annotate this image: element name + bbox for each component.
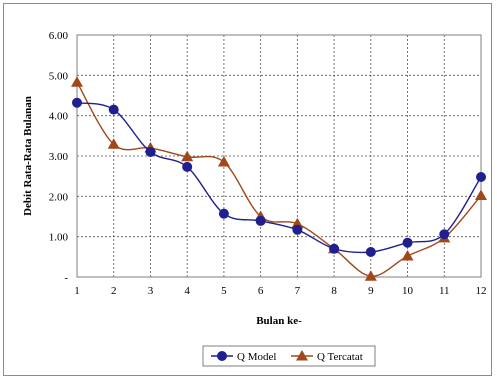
x-tick-label: 11 bbox=[439, 285, 450, 297]
y-axis-ticks: - 1.00 2.00 3.00 4.00 5.00 6.00 bbox=[49, 30, 69, 284]
data-point-circle bbox=[439, 229, 450, 240]
data-point-triangle bbox=[364, 270, 377, 281]
data-point-triangle bbox=[401, 250, 414, 261]
legend-label: Q Model bbox=[237, 351, 276, 363]
x-tick-label: 12 bbox=[476, 285, 487, 297]
data-point-circle bbox=[329, 243, 340, 254]
data-point-triangle bbox=[291, 217, 304, 229]
x-tick-label: 1 bbox=[74, 285, 80, 297]
legend-circle-marker bbox=[217, 351, 227, 361]
plot-area bbox=[76, 34, 482, 278]
y-tick-label: 4.00 bbox=[49, 111, 69, 123]
data-point-triangle bbox=[71, 76, 83, 87]
x-tick-label: 10 bbox=[402, 285, 414, 297]
data-point-triangle bbox=[217, 156, 230, 167]
series-layer bbox=[71, 76, 487, 281]
x-tick-label: 2 bbox=[111, 285, 117, 297]
y-tick-label: 2.00 bbox=[49, 191, 69, 203]
y-tick-label: 6.00 bbox=[49, 30, 69, 42]
legend-item: Q Model bbox=[211, 351, 276, 363]
x-tick-label: 8 bbox=[331, 285, 337, 297]
legend-triangle-marker bbox=[296, 350, 308, 361]
y-tick-label: 5.00 bbox=[49, 70, 69, 82]
data-point-circle bbox=[218, 208, 229, 219]
legend-box bbox=[202, 345, 376, 367]
x-tick-label: 9 bbox=[368, 285, 374, 297]
legend-label: Q Tercatat bbox=[317, 351, 363, 363]
y-tick-label: 3.00 bbox=[49, 151, 69, 163]
data-point-circle bbox=[145, 146, 156, 157]
x-tick-label: 7 bbox=[295, 285, 301, 297]
series-line bbox=[76, 102, 482, 254]
grid-lines bbox=[77, 35, 481, 277]
x-tick-label: 4 bbox=[184, 285, 190, 297]
data-point-circle bbox=[292, 224, 303, 235]
x-axis-ticks: 1 2 3 4 5 6 7 8 9 10 11 12 bbox=[74, 285, 486, 297]
data-point-circle bbox=[182, 161, 193, 172]
data-point-circle bbox=[365, 246, 376, 257]
chart-frame bbox=[3, 3, 492, 376]
data-point-circle bbox=[402, 237, 413, 248]
y-axis-label: Debit Rata-Rata Bulanan bbox=[22, 96, 34, 216]
data-point-circle bbox=[72, 97, 82, 108]
data-point-circle bbox=[255, 215, 266, 226]
data-point-triangle bbox=[181, 150, 194, 162]
data-point-circle bbox=[108, 104, 119, 115]
x-tick-label: 5 bbox=[221, 285, 227, 297]
x-axis-label: Bulan ke- bbox=[256, 315, 302, 327]
data-point-triangle bbox=[107, 138, 120, 149]
y-tick-label: - bbox=[64, 272, 68, 284]
legend-item: Q Tercatat bbox=[291, 350, 363, 363]
data-point-triangle bbox=[475, 189, 487, 201]
x-tick-label: 6 bbox=[258, 285, 264, 297]
x-tick-label: 3 bbox=[148, 285, 154, 297]
series-line bbox=[76, 81, 482, 277]
data-point-circle bbox=[476, 171, 486, 182]
legend: Q Model Q Tercatat bbox=[202, 345, 376, 367]
series-q-tercatat bbox=[71, 76, 487, 281]
series-q-model bbox=[72, 97, 486, 257]
y-tick-label: 1.00 bbox=[49, 232, 69, 244]
